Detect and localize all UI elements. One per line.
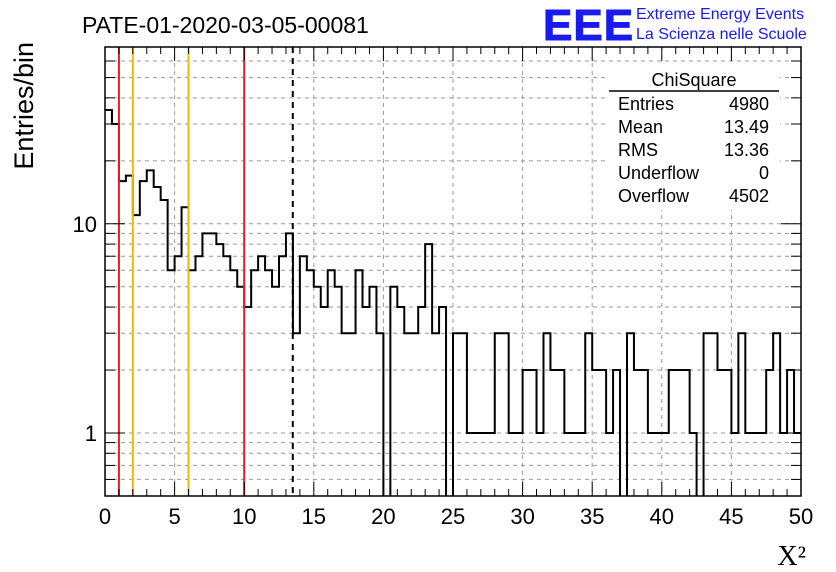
histogram-layer (105, 108, 801, 496)
stats-box: ChiSquare Entries 4980 Mean 13.49 RMS 13.36 Un… (609, 63, 780, 210)
vertical-lines-layer (117, 47, 294, 496)
x-tick-label: 35 (580, 504, 604, 529)
stats-value: 13.49 (724, 117, 769, 137)
stats-value: 4980 (729, 94, 769, 114)
stats-value: 13.36 (724, 140, 769, 160)
x-tick-label: 40 (650, 504, 674, 529)
x-tick-label: 0 (99, 504, 111, 529)
x-tick-label: 5 (168, 504, 180, 529)
stats-label: Mean (618, 117, 663, 137)
stats-value: 4502 (729, 186, 769, 206)
y-axis-label: Entries/bin (9, 42, 39, 170)
x-tick-label: 20 (371, 504, 395, 529)
eee-logo-line1: Extreme Energy Events (636, 6, 804, 23)
x-tick-label: 15 (302, 504, 326, 529)
stats-label: RMS (618, 140, 658, 160)
x-tick-label: 50 (789, 504, 813, 529)
y-tick-label: 1 (85, 421, 97, 446)
stats-value: 0 (759, 163, 769, 183)
eee-logo: EEE Extreme Energy Events La Scienza nel… (543, 1, 807, 51)
tick-layer: 0 5 10 15 20 25 30 35 40 45 50 1 10 (73, 46, 813, 529)
eee-logo-mark: EEE (543, 1, 634, 50)
stats-title: ChiSquare (651, 70, 736, 90)
stats-label: Entries (618, 94, 674, 114)
x-tick-label: 30 (510, 504, 534, 529)
x-tick-label: 25 (441, 504, 465, 529)
stats-label: Underflow (618, 163, 700, 183)
y-tick-label: 10 (73, 212, 97, 237)
stats-label: Overflow (618, 186, 690, 206)
eee-logo-line2: La Scienza nelle Scuole (636, 26, 807, 43)
x-tick-label: 10 (232, 504, 256, 529)
run-title: PATE-01-2020-03-05-00081 (82, 12, 369, 38)
x-tick-label: 45 (719, 504, 743, 529)
x-axis-label: X² (777, 541, 806, 572)
histogram-step-line (105, 108, 801, 496)
